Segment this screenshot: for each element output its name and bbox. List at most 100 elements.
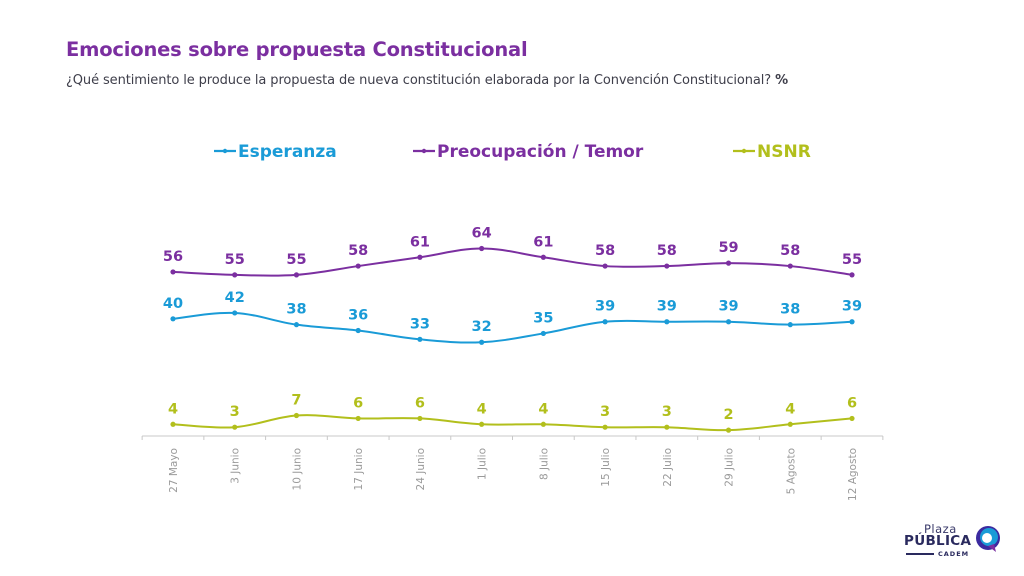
data-label: 38 [286,302,306,318]
data-point [725,427,732,433]
data-label: 39 [718,299,738,315]
logo-speech-bubble-icon [976,526,1000,552]
x-tick-label: 15 Julio [600,448,612,487]
data-point [293,322,300,328]
data-label: 58 [780,243,800,259]
data-label: 58 [348,243,368,259]
data-point [232,310,238,316]
legend: Esperanza Preocupación / Temor NSNR [214,142,811,162]
x-axis: 27 Mayo 3 Junio 10 Junio 17 Junio 24 Junio 1 … [141,435,884,501]
plaza-publica-cadem-logo: Plaza PÚBLICA CADEM [902,522,1002,562]
data-point [849,319,855,325]
data-point [725,319,732,325]
data-point [787,421,793,427]
data-label: 3 [230,404,240,420]
data-point [725,260,732,266]
logo-text-plaza: Plaza [924,522,957,536]
legend-label: Esperanza [238,142,337,162]
chart-title: Emociones sobre propuesta Constitucional [66,38,528,61]
data-label: 6 [847,395,857,411]
data-label: 39 [657,299,677,315]
data-label: 7 [291,392,301,408]
data-point [293,272,300,278]
data-label: 4 [477,401,487,417]
x-tick-label: 5 Agosto [785,448,797,494]
data-label: 61 [410,234,430,250]
data-label: 40 [163,296,183,312]
data-point [849,272,855,278]
legend-marker-icon [741,148,747,154]
data-point [664,424,670,430]
legend-item: Preocupación / Temor [413,142,644,162]
x-tick-label: 27 Mayo [168,448,180,493]
legend-marker-icon [222,148,228,154]
data-label: 55 [842,252,862,268]
data-label: 33 [410,316,430,332]
data-point [540,254,546,260]
data-point [664,319,670,325]
logo-text-publica: PÚBLICA [904,533,972,549]
data-point [170,269,176,275]
data-point [170,421,176,427]
legend-label: NSNR [757,142,811,162]
data-point [417,254,423,260]
data-point [293,412,300,419]
data-label: 3 [600,404,610,420]
data-label: 4 [785,401,795,417]
legend-marker-icon [421,148,427,154]
data-point [232,272,238,278]
x-tick-label: 12 Agosto [847,448,859,501]
data-label: 61 [533,234,553,250]
data-point [355,415,361,422]
data-label: 64 [472,225,492,241]
data-point [664,263,670,269]
data-point [787,322,793,328]
series-line [172,247,853,277]
legend-item: NSNR [733,142,811,162]
data-label: 36 [348,308,368,324]
x-tick-label: 22 Julio [662,448,674,487]
data-label: 55 [286,252,306,268]
x-tick-label: 17 Junio [353,448,365,490]
series-line [172,414,853,432]
x-tick-label: 3 Junio [230,448,242,484]
data-point [787,263,793,269]
data-label: 58 [595,243,615,259]
data-point [479,421,485,427]
series-line [172,311,853,344]
data-point [170,316,176,322]
legend-label: Preocupación / Temor [437,142,644,162]
data-label: 35 [533,310,553,326]
data-point [602,263,608,269]
data-label: 39 [595,299,615,315]
data-label: 3 [662,404,672,420]
data-label: 2 [723,407,733,423]
data-label: 32 [472,319,492,335]
data-point [602,424,608,430]
series-nsnr: 4 3 7 6 6 4 4 3 3 2 4 6 [168,392,857,433]
series-preocupaci-n-temor: 56 55 55 58 61 64 61 58 58 59 58 55 [163,225,862,278]
x-tick-label: 1 Julio [477,448,489,480]
data-point [540,330,546,337]
data-point [602,319,608,325]
data-point [417,415,423,422]
subtitle-unit: % [775,73,789,88]
logo-underline [906,553,934,555]
logo-text-cadem: CADEM [938,550,970,558]
legend-item: Esperanza [214,142,337,162]
data-point [540,421,546,427]
data-point [232,424,238,430]
data-label: 4 [168,401,178,417]
series-esperanza: 40 42 38 36 33 32 35 39 39 39 38 39 [163,290,862,345]
data-point [355,327,361,334]
data-point [479,245,485,252]
data-point [479,339,485,345]
data-label: 58 [657,243,677,259]
chart-subtitle: ¿Qué sentimiento le produce la propuesta… [66,73,788,88]
data-label: 59 [718,240,738,256]
data-label: 6 [353,395,363,411]
data-point [849,415,855,422]
x-tick-label: 29 Julio [724,448,736,487]
data-label: 4 [538,401,548,417]
